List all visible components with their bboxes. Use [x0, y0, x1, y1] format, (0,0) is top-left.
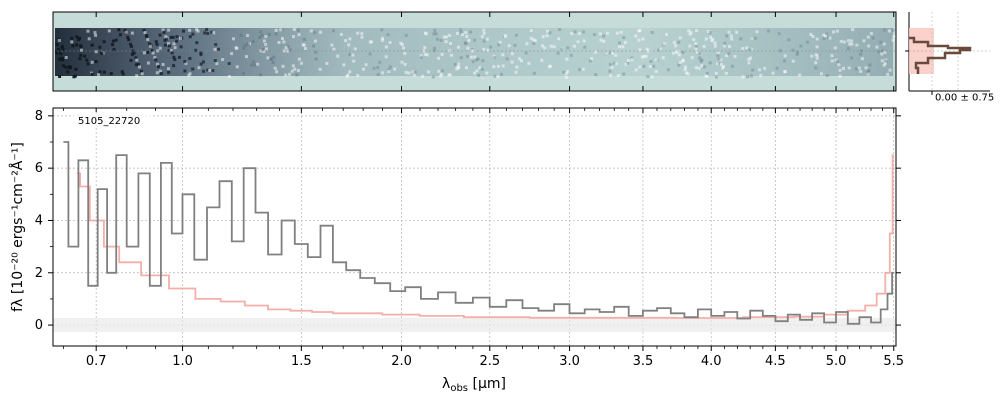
main-grid	[53, 108, 896, 346]
x-tick-label: 0.7	[86, 354, 107, 369]
x-axis-ticks: 0.7 1.0 1.5 2.0 2.5 3.0 3.5 4.0 4.5 5.0 5.5	[62, 108, 904, 369]
series-flux-line	[63, 141, 894, 325]
zero-band	[53, 318, 896, 332]
x-tick-label: 2.0	[391, 354, 412, 369]
y-axis-ticks: 0 2 4 6 8	[35, 109, 901, 333]
x-tick-label: 1.0	[172, 354, 193, 369]
spectrum-2d-noise	[55, 28, 896, 79]
x-tick-label: 4.0	[701, 354, 722, 369]
spectrum-2d-panel	[52, 11, 897, 92]
profile-curve	[909, 36, 972, 74]
x-axis-label: λobs [μm]	[442, 376, 506, 394]
profile-annotation: 0.00 ± 0.75	[935, 92, 994, 103]
x-tick-label: 2.5	[479, 354, 500, 369]
series-error-line	[76, 154, 894, 319]
y-tick-label: 0	[35, 318, 43, 333]
main-plot-frame	[52, 107, 897, 347]
y-tick-label: 4	[35, 213, 43, 228]
object-id-box	[73, 112, 151, 128]
x-tick-label: 1.5	[291, 354, 312, 369]
x-tick-label: 4.5	[765, 354, 786, 369]
y-tick-label: 6	[35, 161, 43, 176]
object-id-label: 5105_22720	[78, 116, 140, 127]
y-tick-label: 2	[35, 266, 43, 281]
x-tick-label: 3.5	[633, 354, 654, 369]
y-axis-label: fλ [10⁻²⁰ ergs⁻¹cm⁻²Å⁻¹]	[9, 142, 26, 312]
spectrum-2d-ticks	[95, 12, 895, 91]
x-tick-label: 5.5	[883, 354, 904, 369]
x-tick-label: 3.0	[559, 354, 580, 369]
profile-panel: 0.00 ± 0.75	[905, 12, 994, 103]
main-plot: 0.7 1.0 1.5 2.0 2.5 3.0 3.5 4.0 4.5 5.0 5.5 02468 …	[35, 107, 904, 369]
y-tick-label: 8	[35, 109, 43, 124]
x-tick-label: 5.0	[826, 354, 847, 369]
